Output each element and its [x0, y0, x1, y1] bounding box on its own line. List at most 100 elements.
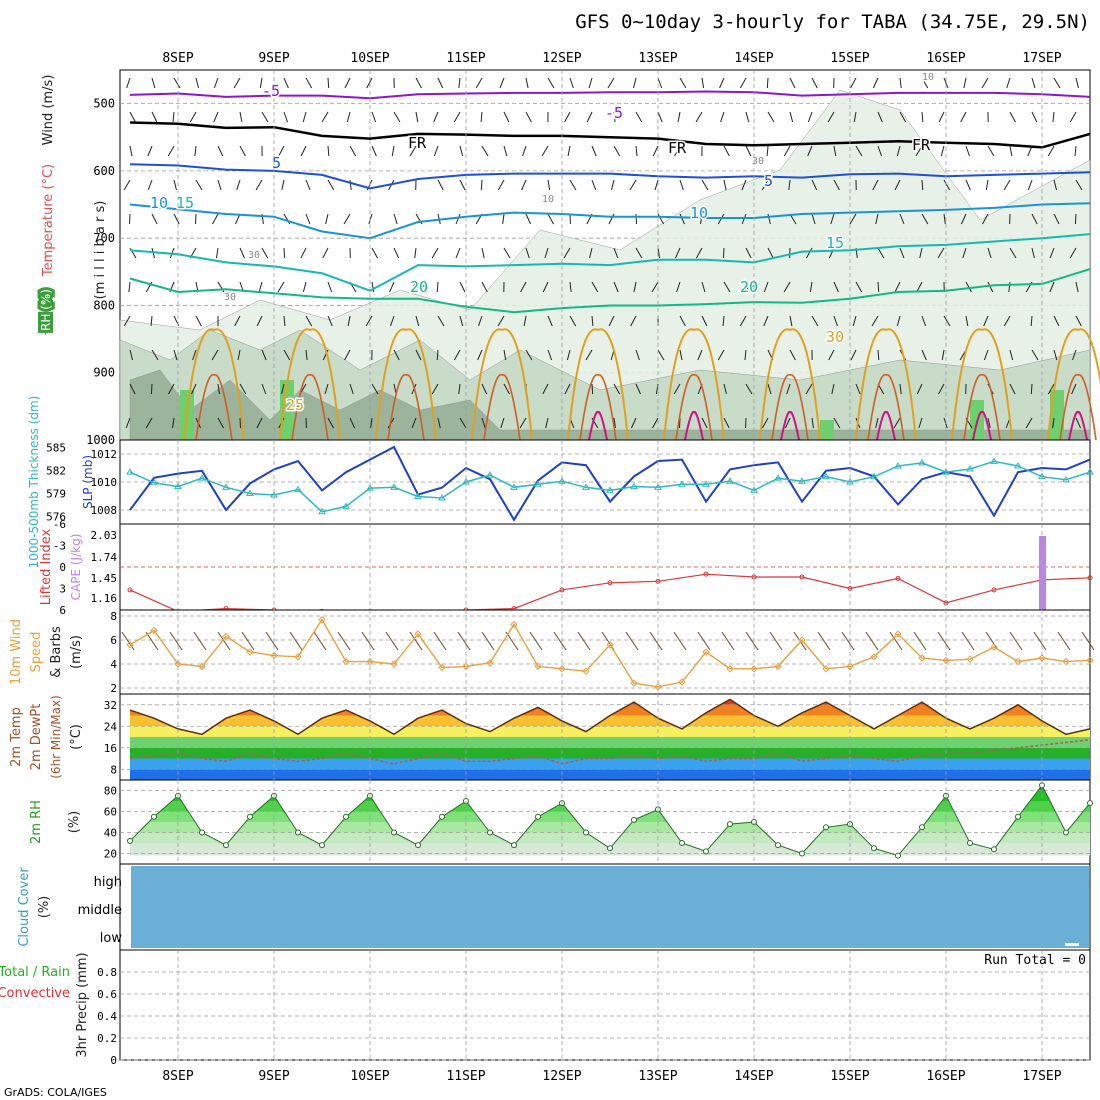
wind-barb — [877, 281, 880, 293]
wind-barb-10m — [985, 631, 999, 651]
temp-contour-30 — [963, 374, 1001, 441]
wind-barb — [943, 213, 946, 225]
wind-barb — [150, 315, 153, 327]
wind-speed-line — [129, 618, 1091, 688]
wind-barb — [459, 179, 466, 191]
precip-tick-0: 0.8 — [97, 966, 117, 979]
wind-barb — [872, 77, 879, 89]
x-tick-top-0: 8SEP — [162, 51, 193, 66]
wind-barb — [300, 247, 307, 259]
temp2m-axis-label-c: (6hr Min/Max) — [49, 695, 63, 779]
cloud-level-high: high — [94, 875, 122, 890]
wind-barb — [569, 77, 574, 89]
wind-barb — [811, 315, 819, 327]
rh-marker — [607, 845, 613, 852]
temp-contour-30 — [771, 374, 809, 441]
wind-barb — [455, 213, 461, 225]
wind10m-layer: 8 6 4 2 — [110, 610, 1095, 695]
wind-barb — [1069, 111, 1077, 123]
wind-barb — [985, 179, 989, 191]
wind-barb — [547, 179, 551, 191]
wind-barb — [633, 281, 637, 293]
thickness-marker — [822, 472, 830, 480]
wind-barb — [414, 247, 417, 259]
contour-label-12: 20 — [740, 278, 758, 296]
wind-barb — [151, 111, 158, 123]
wind-barb — [811, 77, 818, 89]
wind-tick-0: 8 — [110, 610, 117, 623]
wind-barb — [700, 213, 703, 225]
wind-barb — [283, 349, 291, 361]
slp-tick-2: 1008 — [91, 504, 118, 517]
wind-barb — [635, 145, 638, 157]
wind-marker — [870, 653, 878, 661]
wind-barb — [217, 383, 221, 395]
wind-barb — [679, 213, 685, 225]
precip-tick-1: 0.6 — [97, 988, 117, 1001]
li-marker — [127, 587, 133, 593]
temp2m-axis-units: (°C) — [69, 724, 84, 750]
wind-barb — [607, 77, 615, 89]
x-tick-top-4: 12SEP — [542, 51, 581, 66]
li-marker — [799, 574, 805, 580]
contour-label-14: 30 — [826, 328, 844, 346]
wind-barb — [393, 213, 398, 225]
wind-barb — [871, 315, 879, 327]
thickness-marker — [246, 489, 254, 496]
wind-barb — [321, 111, 329, 123]
wind-barb — [481, 417, 486, 429]
wind-barb-10m — [841, 631, 855, 651]
wind-barb — [723, 145, 730, 157]
wind-barb-10m — [385, 631, 399, 651]
wind-barb — [547, 315, 553, 327]
wind-marker — [486, 659, 494, 667]
rh-marker — [391, 829, 397, 836]
wind-barb — [915, 145, 923, 157]
cloud-cover-gap — [1065, 943, 1079, 946]
x-tick-top-5: 13SEP — [638, 51, 677, 66]
temp-contour-25 — [663, 328, 725, 441]
thickness-marker — [174, 482, 182, 490]
wind-barb — [437, 179, 444, 191]
temp-contour-30 — [483, 374, 521, 441]
rh-marker — [343, 813, 349, 820]
contour-label-1: -5 — [605, 104, 623, 122]
wind-barb-10m — [529, 631, 543, 651]
wind-barb — [613, 247, 619, 259]
slp-tick-0: 1012 — [91, 448, 118, 461]
wind-barb — [459, 315, 464, 327]
wind-barb — [987, 417, 991, 429]
wind-barb — [855, 383, 861, 395]
temp-line — [129, 698, 1091, 736]
lifted-index-axis-label: Lifted Index — [39, 528, 54, 605]
wind-barb — [1072, 349, 1077, 361]
wind-marker — [798, 636, 806, 644]
wind-barb — [191, 383, 197, 395]
wind-barb — [173, 179, 177, 191]
wind-barb — [346, 111, 351, 123]
wind-barb — [349, 383, 354, 395]
wind-barb — [477, 315, 483, 327]
wind-barb — [962, 247, 967, 259]
wind-marker — [534, 662, 542, 671]
wind-barb — [525, 77, 529, 89]
contour-label-3: FR — [668, 139, 687, 157]
wind-barb — [569, 315, 577, 327]
contour-label-7: 10 — [150, 194, 168, 212]
wind-barb — [234, 315, 241, 327]
wind-barb — [239, 145, 246, 157]
wind-barb — [195, 315, 202, 327]
wind-barb — [921, 179, 924, 191]
precip-panel: 0.8 0.6 0.4 0.2 0 Run Total = 0 Total / Rain… — [0, 949, 1091, 1067]
pressure-tick-5: 1000 — [86, 433, 115, 447]
wind-barb — [943, 417, 948, 429]
wind-barb — [283, 77, 289, 89]
wind-barb — [1074, 145, 1077, 157]
wind-barb — [1030, 315, 1033, 327]
wind-barb — [563, 247, 571, 259]
thickness-tick-2: 579 — [46, 487, 66, 500]
wind-barb — [1053, 179, 1058, 191]
wind-barb — [635, 247, 643, 259]
wind-barb — [145, 417, 153, 429]
